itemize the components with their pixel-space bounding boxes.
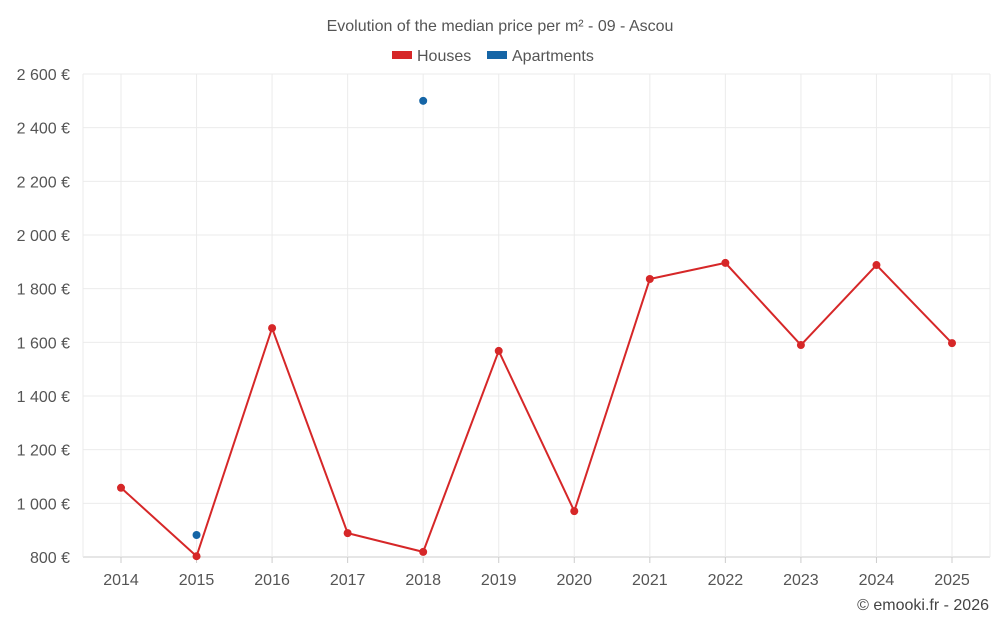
series-group (117, 96, 956, 561)
x-tick-label: 2018 (405, 572, 441, 589)
y-tick-label: 2 200 € (17, 174, 70, 191)
y-tick-label: 1 800 € (17, 282, 70, 299)
apartments-legend-label: Apartments (512, 48, 594, 65)
y-axis: 800 € 1 000 € 1 200 € 1 400 € 1 600 € 1 800 €… (17, 67, 70, 567)
houses-point (570, 507, 579, 516)
y-tick-label: 1 600 € (17, 335, 70, 352)
houses-point (192, 552, 201, 561)
apartments-point (192, 530, 201, 539)
houses-point (796, 341, 805, 350)
x-tick-label: 2016 (254, 572, 290, 589)
x-tick-label: 2015 (179, 572, 215, 589)
y-tick-label: 1 200 € (17, 443, 70, 460)
houses-point (419, 547, 428, 556)
houses-point (268, 324, 277, 333)
x-tick-label: 2017 (330, 572, 366, 589)
houses-point (948, 339, 956, 348)
x-tick-label: 2014 (103, 572, 139, 589)
houses-point (721, 258, 730, 267)
y-tick-label: 1 400 € (17, 389, 70, 406)
x-tick-label: 2019 (481, 572, 517, 589)
x-tick-label: 2025 (934, 572, 970, 589)
y-tick-label: 2 000 € (17, 228, 70, 245)
houses-point (117, 483, 125, 492)
x-tick-label: 2022 (708, 572, 744, 589)
houses-point (494, 346, 503, 355)
chart-title: Evolution of the median price per m² - 0… (327, 18, 674, 35)
houses-point (872, 261, 881, 270)
y-tick-label: 2 400 € (17, 121, 70, 138)
y-tick-label: 800 € (30, 550, 70, 567)
y-tick-label: 2 600 € (17, 67, 70, 84)
x-tick-label: 2021 (632, 572, 668, 589)
apartments-legend-swatch (487, 51, 507, 59)
legend: Houses Apartments (392, 48, 594, 65)
apartments-point (419, 96, 428, 105)
x-tick-label: 2020 (556, 572, 592, 589)
y-tick-label: 1 000 € (17, 496, 70, 513)
houses-line (120, 261, 953, 558)
credit-text: © emooki.fr - 2026 (857, 597, 989, 614)
houses-point (343, 529, 352, 538)
x-tick-label: 2023 (783, 572, 819, 589)
x-tick-label: 2024 (859, 572, 895, 589)
grid (82, 73, 991, 558)
x-axis: 2014 2015 2016 2017 2018 2019 2020 2021 2022 2023… (103, 557, 970, 589)
houses-point (645, 275, 654, 284)
houses-legend-label: Houses (417, 48, 471, 65)
houses-legend-swatch (392, 51, 412, 59)
